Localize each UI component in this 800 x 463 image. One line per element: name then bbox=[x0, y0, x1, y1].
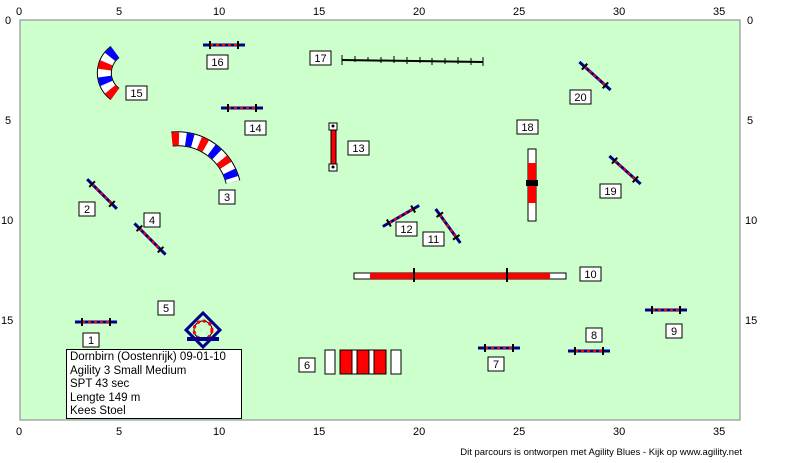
info-spt: SPT 43 sec bbox=[70, 378, 130, 391]
x-tick: 30 bbox=[613, 6, 625, 18]
x-tick: 10 bbox=[213, 426, 225, 438]
number-label-13: 13 bbox=[347, 140, 370, 156]
number-label-text: 6 bbox=[304, 360, 310, 372]
number-label-text: 12 bbox=[400, 224, 412, 236]
number-label-text: 16 bbox=[211, 57, 223, 69]
weave-poles-17 bbox=[341, 55, 484, 66]
number-label-3: 3 bbox=[218, 189, 236, 205]
a-frame-13 bbox=[328, 122, 338, 172]
info-judge: Kees Stoel bbox=[70, 405, 126, 418]
number-label-text: 8 bbox=[591, 330, 597, 342]
number-label-12: 12 bbox=[395, 221, 418, 237]
number-label-9: 9 bbox=[665, 323, 683, 339]
x-tick: 15 bbox=[313, 426, 325, 438]
info-class: Agility 3 Small Medium bbox=[70, 364, 187, 377]
jump-9 bbox=[645, 306, 687, 314]
y-tick: 15 bbox=[745, 315, 757, 327]
x-tick: 5 bbox=[116, 426, 122, 438]
y-tick: 0 bbox=[5, 15, 11, 27]
number-label-text: 4 bbox=[149, 215, 155, 227]
course-info-box: Dornbirn (Oostenrijk) 09-01-10 Agility 3… bbox=[66, 349, 242, 419]
number-label-text: 19 bbox=[604, 186, 616, 198]
number-label-15: 15 bbox=[125, 85, 148, 101]
number-label-20: 20 bbox=[569, 89, 592, 105]
number-label-6: 6 bbox=[298, 357, 316, 373]
jump-14 bbox=[221, 104, 263, 112]
number-label-text: 17 bbox=[314, 53, 326, 65]
info-length: Lengte 149 m bbox=[70, 391, 141, 404]
number-label-text: 14 bbox=[249, 123, 261, 135]
x-tick: 10 bbox=[213, 6, 225, 18]
y-axis-left: 0 5 10 15 bbox=[1, 15, 13, 327]
number-label-8: 8 bbox=[585, 327, 603, 343]
number-label-text: 7 bbox=[493, 359, 499, 371]
number-label-7: 7 bbox=[487, 356, 505, 372]
y-tick: 0 bbox=[747, 15, 753, 27]
x-tick: 35 bbox=[713, 426, 725, 438]
number-label-text: 20 bbox=[574, 92, 586, 104]
number-label-text: 18 bbox=[521, 122, 533, 134]
y-tick: 10 bbox=[1, 215, 13, 227]
x-tick: 20 bbox=[413, 426, 425, 438]
tunnel-3 bbox=[171, 131, 241, 185]
number-label-text: 15 bbox=[130, 88, 142, 100]
number-label-text: 5 bbox=[163, 303, 169, 315]
number-label-2: 2 bbox=[78, 201, 96, 217]
jump-19 bbox=[608, 154, 642, 186]
jump-20 bbox=[578, 60, 612, 92]
y-tick: 15 bbox=[1, 315, 13, 327]
number-label-18: 18 bbox=[516, 119, 539, 135]
number-label-text: 1 bbox=[88, 335, 94, 347]
x-tick: 30 bbox=[613, 426, 625, 438]
footer-credit: Dit parcours is ontworpen met Agility Bl… bbox=[460, 447, 742, 458]
x-tick: 0 bbox=[16, 6, 22, 18]
jump-8 bbox=[568, 347, 610, 355]
number-label-19: 19 bbox=[599, 183, 622, 199]
number-label-17: 17 bbox=[309, 50, 332, 66]
y-tick: 5 bbox=[5, 115, 11, 127]
number-label-11: 11 bbox=[422, 231, 445, 247]
number-label-text: 2 bbox=[84, 204, 90, 216]
number-label-16: 16 bbox=[206, 54, 229, 70]
x-tick: 5 bbox=[116, 6, 122, 18]
number-label-text: 10 bbox=[584, 269, 596, 281]
tunnel-15 bbox=[96, 45, 120, 101]
y-axis-right: 0 5 10 15 bbox=[745, 15, 757, 327]
long-jump-6 bbox=[324, 349, 402, 375]
seesaw-18 bbox=[526, 148, 538, 222]
jump-12 bbox=[382, 204, 420, 228]
x-axis-top: 0 5 10 15 20 25 30 35 bbox=[16, 6, 725, 18]
number-label-text: 13 bbox=[352, 143, 364, 155]
number-label-10: 10 bbox=[579, 266, 602, 282]
x-tick: 35 bbox=[713, 6, 725, 18]
y-tick: 5 bbox=[747, 115, 753, 127]
y-tick: 10 bbox=[745, 215, 757, 227]
x-tick: 25 bbox=[513, 426, 525, 438]
tyre-5 bbox=[183, 310, 223, 350]
jump-16 bbox=[203, 41, 245, 49]
x-axis-bottom: 0 5 10 15 20 25 30 35 bbox=[16, 426, 725, 438]
info-location-date: Dornbirn (Oostenrijk) 09-01-10 bbox=[70, 351, 226, 363]
number-label-text: 3 bbox=[224, 192, 230, 204]
number-label-text: 9 bbox=[671, 326, 677, 338]
jump-2 bbox=[86, 178, 118, 210]
number-label-5: 5 bbox=[157, 300, 175, 316]
jump-4 bbox=[133, 222, 167, 256]
x-tick: 15 bbox=[313, 6, 325, 18]
jump-11 bbox=[434, 208, 462, 244]
number-label-4: 4 bbox=[143, 212, 161, 228]
dog-walk-10 bbox=[353, 268, 567, 282]
jump-7 bbox=[478, 344, 520, 352]
number-label-1: 1 bbox=[82, 332, 100, 348]
x-tick: 25 bbox=[513, 6, 525, 18]
x-tick: 0 bbox=[16, 426, 22, 438]
number-label-14: 14 bbox=[244, 120, 267, 136]
jump-1 bbox=[75, 318, 117, 326]
number-label-text: 11 bbox=[428, 234, 439, 246]
x-tick: 20 bbox=[413, 6, 425, 18]
